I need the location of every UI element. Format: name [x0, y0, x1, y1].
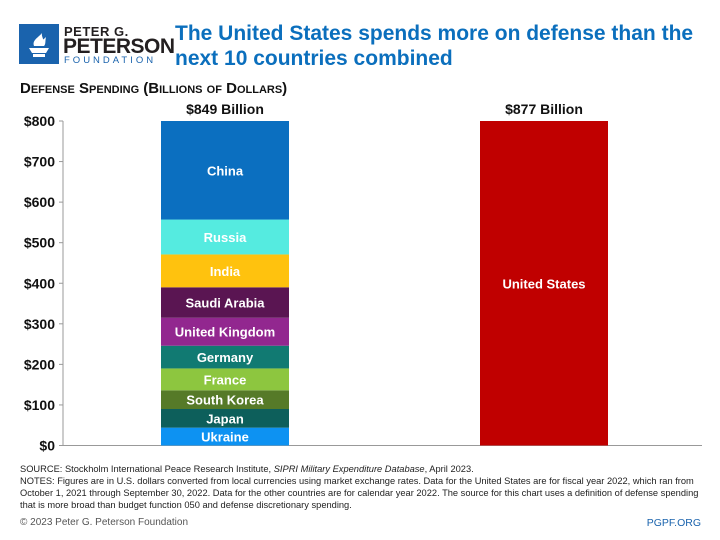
bar-segment-russia	[161, 219, 289, 255]
y-tick-label: $500	[24, 235, 55, 251]
y-tick-label: $600	[24, 194, 55, 210]
bar-segment-germany	[161, 345, 289, 369]
y-tick-label: $0	[39, 438, 55, 454]
segment-label: India	[210, 264, 241, 279]
segment-label: Japan	[206, 411, 244, 426]
segment-label: United Kingdom	[175, 325, 275, 340]
bar-segment-saudi-arabia	[161, 287, 289, 318]
bar-segment-united-kingdom	[161, 317, 289, 346]
logo: PETER G. PETERSON FOUNDATION	[19, 24, 175, 66]
bar-segment-ukraine	[161, 427, 289, 446]
notes: NOTES: Figures are in U.S. dollars conve…	[20, 476, 699, 510]
segment-label: Russia	[204, 230, 247, 245]
segment-label: France	[204, 372, 247, 387]
bar-segment-south-korea	[161, 390, 289, 409]
y-tick-label: $200	[24, 356, 55, 372]
segment-label: South Korea	[186, 393, 264, 408]
bar-segment-united-states	[480, 121, 608, 446]
y-tick-label: $400	[24, 275, 55, 291]
bar-segment-france	[161, 368, 289, 391]
chart: $0 $100 $200 $300 $400 $500 $600 $700 $800 Ukrain…	[24, 101, 702, 454]
segment-label: Germany	[197, 350, 254, 365]
segment-label: United States	[502, 276, 585, 291]
y-tick-label: $700	[24, 154, 55, 170]
segment-label: Ukraine	[201, 430, 249, 445]
segment-label: China	[207, 163, 244, 178]
bar-total-label: $877 Billion	[505, 101, 583, 117]
bar-segment-china	[161, 121, 289, 220]
page-title: The United States spends more on defense…	[175, 22, 694, 70]
segment-label: Saudi Arabia	[186, 296, 266, 311]
torch-icon	[19, 24, 59, 64]
bar-total-label: $849 Billion	[186, 101, 264, 117]
bar-segment-india	[161, 254, 289, 288]
y-tick-label: $300	[24, 316, 55, 332]
copyright: © 2023 Peter G. Peterson Foundation	[20, 517, 189, 528]
bar-segment-japan	[161, 408, 289, 428]
site-link[interactable]: PGPF.ORG	[646, 517, 701, 529]
y-tick-label: $100	[24, 397, 55, 413]
chart-title: Defense Spending (Billions of Dollars)	[20, 80, 288, 97]
y-tick-label: $800	[24, 113, 55, 129]
source-note: SOURCE: Stockholm International Peace Re…	[20, 464, 474, 474]
